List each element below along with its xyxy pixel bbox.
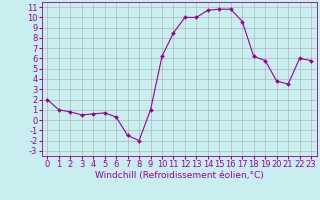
X-axis label: Windchill (Refroidissement éolien,°C): Windchill (Refroidissement éolien,°C) [95,171,264,180]
